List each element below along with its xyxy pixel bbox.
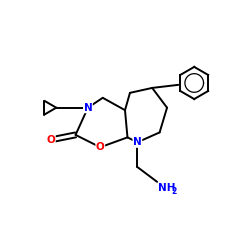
Text: 2: 2 <box>172 187 177 196</box>
Text: O: O <box>96 142 105 152</box>
Text: N: N <box>133 137 142 147</box>
Text: NH: NH <box>158 183 176 193</box>
Text: N: N <box>84 103 92 113</box>
Text: O: O <box>46 135 55 145</box>
